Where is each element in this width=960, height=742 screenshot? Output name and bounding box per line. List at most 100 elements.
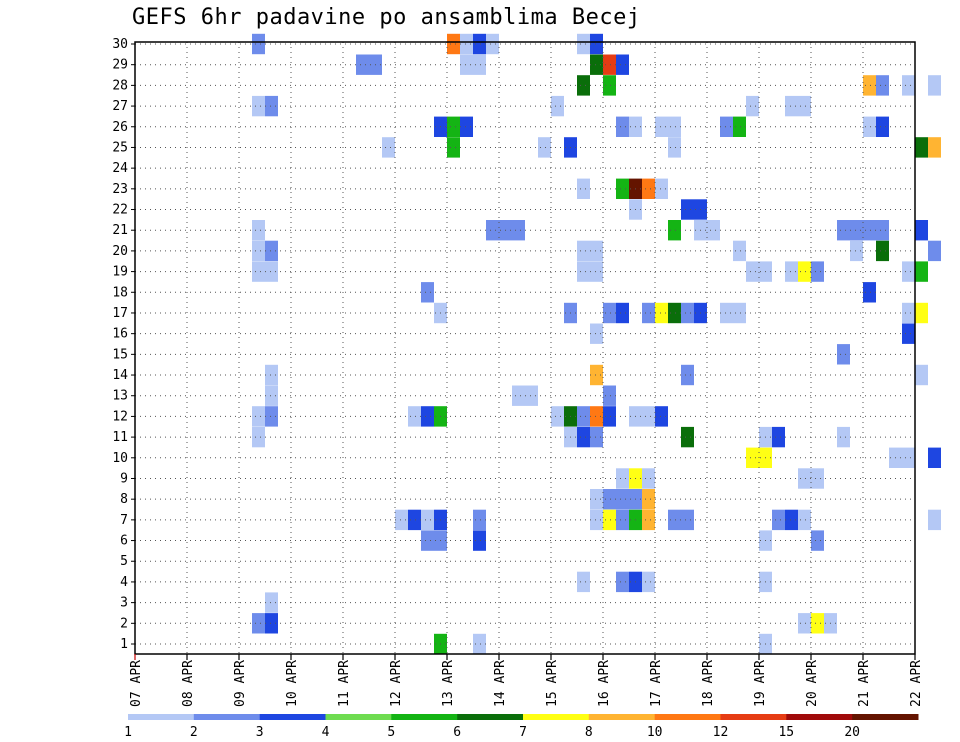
heatmap-cell (577, 240, 590, 262)
x-tick-label: 15 APR (545, 660, 560, 707)
heatmap-cell (668, 302, 681, 324)
colorbar-label: 2 (190, 725, 198, 740)
y-axis: 1234567891011121314151617181920212223242… (112, 37, 135, 652)
heatmap-cell (408, 406, 421, 427)
y-tick-label: 29 (112, 58, 128, 73)
y-tick-label: 13 (112, 389, 128, 404)
heatmap-cell (460, 116, 473, 137)
heatmap-cell (577, 261, 590, 282)
heatmap-cell (785, 509, 798, 531)
y-tick-label: 12 (112, 409, 128, 424)
heatmap-cell (707, 220, 720, 241)
x-tick-label: 21 APR (857, 660, 872, 707)
y-tick-label: 17 (112, 306, 128, 321)
heatmap-cell (473, 33, 486, 55)
heatmap-cell (603, 489, 616, 510)
heatmap-cell (642, 571, 655, 593)
heatmap-cell (252, 240, 265, 262)
heatmap-cell (720, 302, 733, 324)
heatmap-cell (863, 282, 876, 303)
colorbar-label: 4 (322, 725, 330, 740)
heatmap-cell (616, 571, 629, 593)
heatmap-cell (655, 406, 668, 427)
heatmap-cell (616, 509, 629, 531)
heatmap-cell (590, 489, 603, 510)
heatmap-cell (616, 302, 629, 324)
y-tick-label: 2 (120, 616, 128, 631)
heatmap-cell (850, 240, 863, 262)
heatmap-cell (850, 220, 863, 241)
heatmap-cell (577, 33, 590, 55)
colorbar-label: 3 (256, 725, 264, 740)
y-tick-label: 10 (112, 451, 128, 466)
colorbar-swatch (588, 714, 656, 720)
heatmap-cell (486, 33, 499, 55)
x-tick-label: 10 APR (285, 660, 300, 707)
y-tick-label: 11 (112, 430, 128, 445)
heatmap-cell (798, 468, 811, 489)
heatmap-cell (590, 426, 603, 448)
y-tick-label: 26 (112, 120, 128, 135)
heatmap-cell (616, 468, 629, 489)
y-tick-label: 27 (112, 99, 128, 114)
y-tick-label: 22 (112, 203, 128, 218)
heatmap-cell (460, 54, 473, 75)
heatmap-cell (798, 261, 811, 282)
x-tick-label: 11 APR (337, 660, 352, 707)
heatmap-cell (902, 323, 915, 344)
heatmap-cell (577, 426, 590, 448)
heatmap-cell (603, 75, 616, 96)
heatmap-cell (642, 509, 655, 531)
heatmap-cell (265, 385, 278, 406)
colorbar-swatch (391, 714, 458, 720)
x-tick-label: 09 APR (233, 660, 248, 707)
heatmap-cell (551, 406, 564, 427)
heatmap-cell (252, 220, 265, 241)
heatmap-cell (642, 302, 655, 324)
heatmap-cell (863, 75, 876, 96)
heatmap-cell (681, 302, 694, 324)
colorbar-swatch (786, 714, 853, 720)
colorbar-label: 5 (387, 725, 395, 740)
x-tick-label: 14 APR (493, 660, 508, 707)
heatmap-cell (616, 54, 629, 75)
heatmap-cell (252, 33, 265, 55)
heatmap-cell (265, 261, 278, 282)
heatmap-cell (837, 220, 850, 241)
heatmap-cell (512, 220, 525, 241)
y-tick-label: 28 (112, 78, 128, 93)
heatmap-cell (902, 447, 915, 468)
y-tick-label: 1 (120, 637, 128, 652)
heatmap-cell (421, 530, 434, 551)
heatmap-cell (551, 95, 564, 117)
heatmap-cell (876, 75, 889, 96)
y-tick-label: 25 (112, 140, 128, 155)
heatmap-cell (798, 509, 811, 531)
x-tick-label: 22 APR (909, 660, 924, 707)
heatmap-cell (460, 33, 473, 55)
y-tick-label: 24 (112, 161, 128, 176)
heatmap-cell (590, 261, 603, 282)
heatmap-cell (538, 137, 551, 158)
heatmap-cell (746, 95, 759, 117)
colorbar-swatch (720, 714, 787, 720)
heatmap-cell (382, 137, 395, 158)
heatmap-cell (577, 406, 590, 427)
heatmap-cell (655, 116, 668, 137)
heatmap-cell (265, 95, 278, 117)
heatmap-cell (356, 54, 369, 75)
y-tick-label: 4 (120, 575, 128, 590)
heatmap-cell (928, 447, 941, 468)
heatmap-cell (915, 137, 928, 158)
y-tick-label: 30 (112, 37, 128, 52)
heatmap-cell (668, 220, 681, 241)
colorbar-swatch (457, 714, 524, 720)
colorbar-label: 7 (519, 725, 527, 740)
y-tick-label: 21 (112, 223, 128, 238)
heatmap-cell (876, 220, 889, 241)
heatmap-cell (837, 344, 850, 365)
y-tick-label: 20 (112, 244, 128, 259)
heatmap-cell (668, 509, 681, 531)
colorbar-swatch (654, 714, 721, 720)
colorbar-swatch (128, 714, 195, 720)
